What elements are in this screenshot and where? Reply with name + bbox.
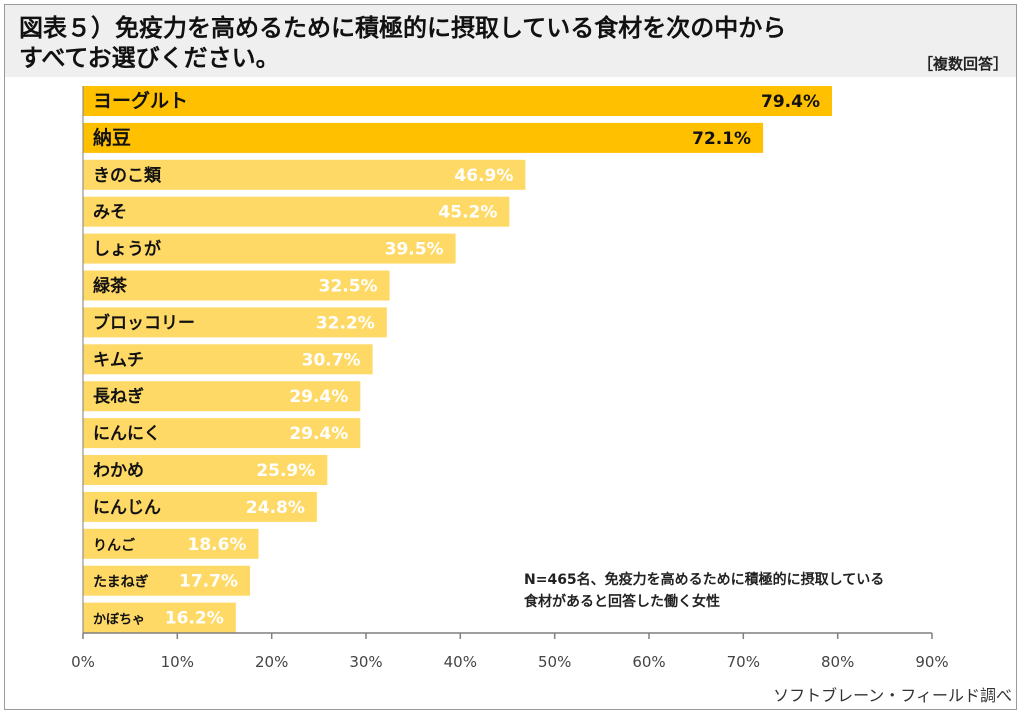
- value-label: 79.4%: [761, 92, 820, 112]
- category-label: かぼちゃ: [93, 613, 145, 628]
- value-label: 46.9%: [454, 166, 513, 186]
- x-tick-label: 20%: [255, 653, 288, 671]
- value-label: 29.4%: [289, 387, 348, 407]
- bar-4: [83, 196, 510, 227]
- bar-8: [83, 344, 373, 375]
- category-label: わかめ: [93, 461, 144, 481]
- category-label: きのこ類: [93, 166, 162, 186]
- title-line-1: 図表５）免疫力を高めるために積極的に摂取している食材を次の中から: [19, 14, 787, 42]
- x-tick-label: 10%: [161, 653, 194, 671]
- bar-14: [83, 565, 250, 596]
- bar-6: [83, 270, 390, 301]
- value-label: 24.8%: [246, 498, 305, 518]
- bar-7: [83, 307, 387, 338]
- bar-15: [83, 602, 236, 633]
- value-label: 32.2%: [316, 313, 375, 333]
- category-label: キムチ: [93, 350, 144, 370]
- bar-11: [83, 455, 328, 485]
- x-tick-label: 80%: [821, 653, 854, 671]
- x-tick-label: 90%: [915, 653, 948, 671]
- value-label: 39.5%: [385, 240, 444, 260]
- chart-title: 図表５）免疫力を高めるために積極的に摂取している食材を次の中から すべてお選びく…: [19, 13, 919, 73]
- category-label: ヨーグルト: [93, 89, 188, 112]
- value-label: 25.9%: [256, 461, 315, 481]
- category-label: みそ: [93, 203, 127, 223]
- value-label: 32.5%: [319, 277, 378, 297]
- bar-12: [83, 491, 317, 522]
- sample-note-line-2: 食材があると回答した働く女性: [524, 593, 720, 610]
- x-tick-label: 30%: [349, 653, 382, 671]
- category-label: りんご: [93, 537, 136, 554]
- value-label: 29.4%: [289, 424, 348, 444]
- x-tick-label: 40%: [444, 653, 477, 671]
- category-label: たまねぎ: [93, 574, 149, 591]
- category-label: しょうが: [93, 239, 161, 260]
- category-label: 長ねぎ: [93, 386, 144, 407]
- chart-header: 図表５）免疫力を高めるために積極的に摂取している食材を次の中から すべてお選びく…: [5, 5, 1016, 77]
- bars-layer: ヨーグルト 79.4% 納豆 72.1% きのこ類 46.9% みそ 45.2% しょうが 39.…: [83, 86, 832, 633]
- x-tick-label: 50%: [538, 653, 571, 671]
- x-tick-label: 0%: [71, 653, 95, 671]
- source-credit: ソフトブレーン・フィールド調べ: [773, 686, 1012, 705]
- value-label: 72.1%: [692, 129, 751, 149]
- bar-5: [83, 233, 456, 264]
- title-line-2: すべてお選びください。: [19, 44, 280, 72]
- bar-1: [83, 86, 832, 116]
- bar-3: [83, 159, 526, 190]
- category-label: 緑茶: [93, 276, 128, 297]
- x-axis: 0% 10% 20% 30% 40% 50% 60% 70% 80% 90%: [71, 86, 949, 671]
- multiple-answer-note: ［複数回答］: [917, 55, 1008, 73]
- bar-10: [83, 418, 361, 449]
- category-label: にんにく: [93, 424, 161, 444]
- x-tick-label: 70%: [727, 653, 760, 671]
- bar-9: [83, 381, 361, 412]
- category-label: ブロッコリー: [93, 312, 195, 333]
- value-label: 45.2%: [438, 203, 497, 223]
- x-tick-label: 60%: [632, 653, 665, 671]
- bar-13: [83, 528, 259, 559]
- value-label: 30.7%: [302, 350, 361, 370]
- value-label: 18.6%: [188, 535, 247, 555]
- category-label: 納豆: [93, 126, 131, 149]
- sample-note-line-1: N=465名、免疫力を高めるために積極的に摂取している: [524, 571, 884, 588]
- value-label: 16.2%: [165, 609, 224, 629]
- value-label: 17.7%: [179, 572, 238, 592]
- bar-2: [83, 122, 764, 153]
- category-label: にんじん: [93, 498, 161, 518]
